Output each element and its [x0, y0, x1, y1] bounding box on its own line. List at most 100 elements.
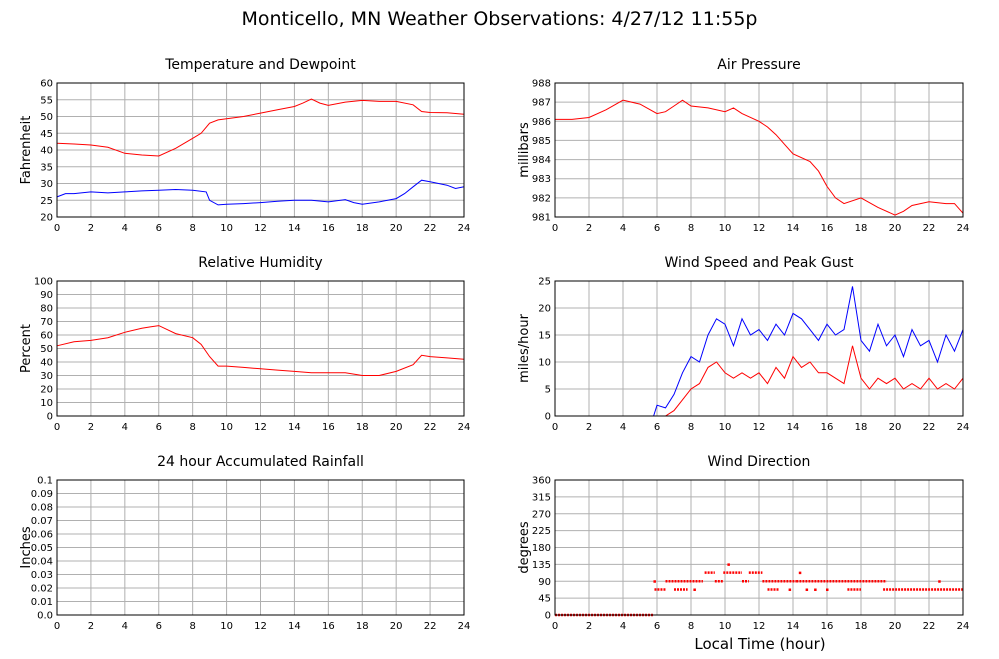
chart-title: Wind Direction [708, 454, 811, 470]
x-tick-label: 16 [322, 223, 335, 234]
y-tick-label: 135 [532, 560, 551, 571]
y-tick-label: 0.08 [31, 503, 53, 514]
y-tick-label: 40 [40, 146, 53, 157]
x-tick-label: 0 [54, 621, 60, 632]
y-tick-label: 100 [34, 277, 53, 288]
x-tick-label: 2 [88, 223, 94, 234]
x-tick-label: 18 [855, 422, 868, 433]
x-tick-label: 20 [889, 223, 902, 234]
y-tick-label: 0 [545, 611, 551, 622]
x-tick-label: 6 [654, 223, 660, 234]
x-tick-label: 12 [753, 422, 766, 433]
x-tick-label: 0 [54, 223, 60, 234]
x-tick-label: 0 [552, 223, 558, 234]
y-tick-label: 10 [40, 398, 53, 409]
series-line-1 [555, 345, 964, 417]
plot-frame [554, 479, 964, 616]
chart-title: Temperature and Dewpoint [164, 57, 356, 73]
y-tick-label: 981 [532, 213, 551, 224]
plot-frame [56, 479, 465, 616]
direction-point [805, 588, 809, 591]
plot-frame [56, 280, 465, 417]
x-tick-label: 6 [156, 223, 162, 234]
chart-title: 24 hour Accumulated Rainfall [157, 454, 364, 470]
x-tick-label: 18 [356, 422, 369, 433]
x-tick-label: 22 [923, 422, 936, 433]
x-tick-label: 4 [122, 422, 128, 433]
y-tick-label: 0.02 [31, 584, 53, 595]
series-line-0 [555, 99, 964, 216]
y-tick-label: 360 [532, 476, 551, 487]
x-tick-label: 10 [719, 621, 732, 632]
direction-point [693, 588, 696, 591]
y-tick-label: 982 [532, 193, 551, 204]
x-tick-label: 10 [220, 223, 233, 234]
x-tick-label: 2 [88, 422, 94, 433]
y-axis-label: degrees [517, 521, 532, 574]
y-axis-label: Percent [19, 324, 34, 373]
x-tick-label: 8 [189, 621, 195, 632]
x-tick-label: 24 [957, 223, 970, 234]
x-tick-label: 8 [688, 223, 694, 234]
x-tick-label: 0 [552, 621, 558, 632]
x-tick-label: 14 [787, 223, 800, 234]
y-tick-label: 45 [40, 129, 53, 140]
x-tick-label: 10 [719, 223, 732, 234]
y-tick-label: 0.07 [31, 516, 53, 527]
x-tick-label: 18 [855, 223, 868, 234]
y-tick-label: 983 [532, 174, 551, 185]
y-tick-label: 50 [40, 344, 53, 355]
x-tick-label: 20 [390, 621, 403, 632]
y-tick-label: 60 [40, 79, 53, 90]
direction-point [826, 588, 829, 591]
x-tick-label: 6 [156, 621, 162, 632]
y-tick-label: 0.06 [31, 530, 53, 541]
plot-frame [554, 280, 964, 417]
x-tick-label: 10 [719, 422, 732, 433]
x-tick-label: 24 [458, 621, 471, 632]
x-tick-label: 4 [620, 223, 626, 234]
series-line-0 [56, 325, 465, 376]
y-tick-label: 55 [40, 95, 53, 106]
y-tick-label: 30 [40, 179, 53, 190]
y-tick-label: 0 [545, 412, 551, 423]
x-tick-label: 6 [654, 422, 660, 433]
x-tick-label: 18 [855, 621, 868, 632]
y-tick-label: 270 [532, 509, 551, 520]
x-tick-label: 4 [122, 621, 128, 632]
y-tick-label: 0.0 [37, 611, 53, 622]
plot-frame [56, 82, 465, 218]
x-tick-label: 20 [390, 422, 403, 433]
x-tick-label: 14 [288, 223, 301, 234]
y-tick-label: 90 [538, 577, 551, 588]
x-tick-label: 4 [620, 422, 626, 433]
y-axis-label: Inches [19, 526, 34, 568]
x-tick-label: 22 [424, 422, 437, 433]
y-tick-label: 985 [532, 136, 551, 147]
x-tick-label: 12 [254, 422, 267, 433]
y-tick-label: 5 [545, 385, 551, 396]
y-tick-label: 0.09 [31, 489, 53, 500]
x-tick-label: 24 [957, 422, 970, 433]
x-tick-label: 16 [821, 422, 834, 433]
direction-point [938, 580, 941, 583]
x-tick-label: 8 [189, 422, 195, 433]
x-tick-label: 20 [889, 422, 902, 433]
x-tick-label: 10 [220, 621, 233, 632]
direction-point [653, 580, 656, 583]
x-tick-label: 2 [586, 621, 592, 632]
y-tick-label: 315 [532, 492, 551, 503]
x-tick-label: 14 [787, 422, 800, 433]
y-axis-label: miles/hour [517, 313, 532, 382]
x-tick-label: 8 [688, 422, 694, 433]
x-axis-label: Local Time (hour) [694, 635, 825, 653]
x-tick-label: 16 [322, 621, 335, 632]
x-tick-label: 6 [654, 621, 660, 632]
y-tick-label: 30 [40, 371, 53, 382]
x-tick-label: 12 [254, 223, 267, 234]
direction-point [788, 588, 792, 591]
